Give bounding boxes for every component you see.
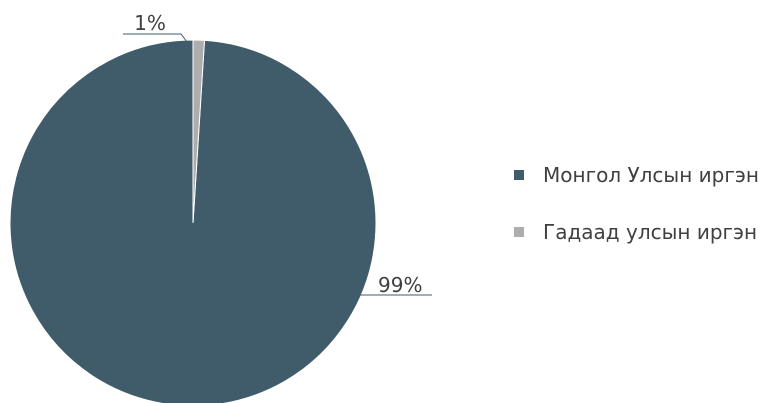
legend-label-foreign-citizen: Гадаад улсын иргэн [543,220,758,244]
pie-slice-mongolian-citizen [9,39,377,403]
legend-label-mongolian-citizen: Монгол Улсын иргэн [543,163,759,187]
legend-swatch-foreign-citizen [514,227,524,237]
data-label-foreign-citizen: 1% [134,11,166,35]
legend-item-mongolian-citizen: Монгол Улсын иргэн [514,160,759,190]
leader-lines [123,33,432,296]
leader-line-foreign-citizen [123,33,188,43]
data-labels: 99% 1% [134,11,422,297]
pie-slices [9,39,377,403]
data-label-mongolian-citizen: 99% [378,273,422,297]
legend-swatch-mongolian-citizen [514,170,524,180]
pie-slice-foreign-citizen [192,39,206,224]
legend: Монгол Улсын иргэн Гадаад улсын иргэн [514,160,759,274]
legend-item-foreign-citizen: Гадаад улсын иргэн [514,217,759,247]
